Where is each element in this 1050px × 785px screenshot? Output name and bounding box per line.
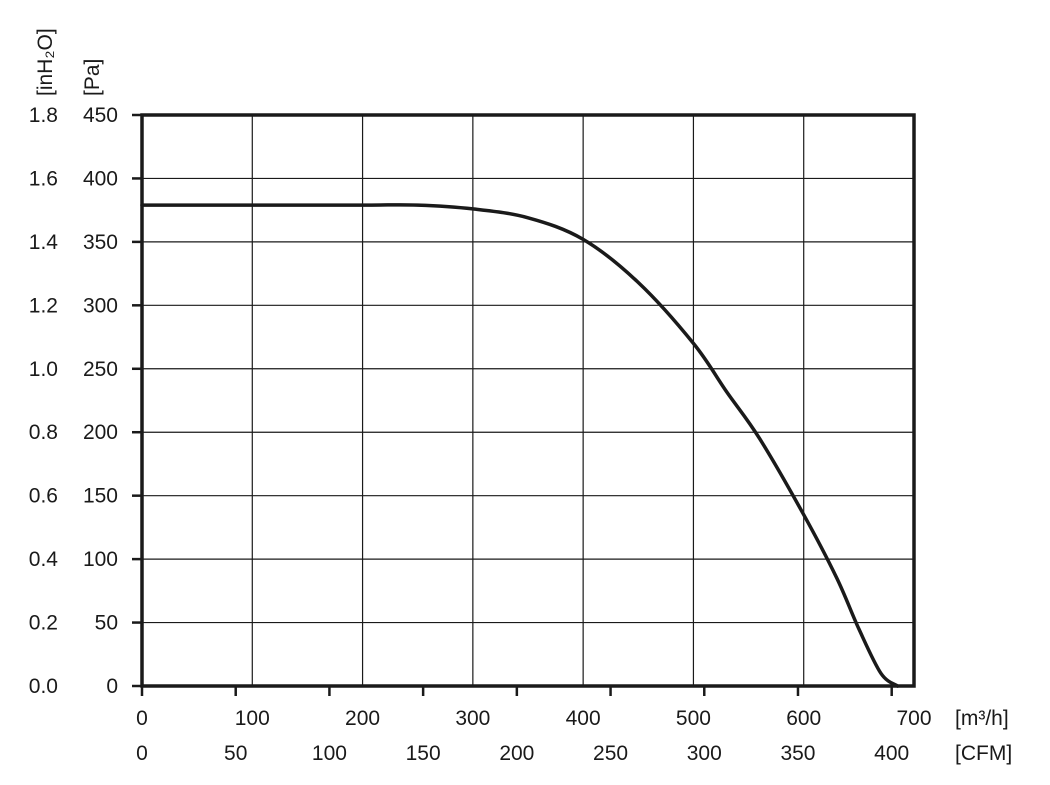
y-tick-label-pa: 300 [83,294,118,317]
x-tick-label-cfm: 400 [874,742,909,765]
y-tick-label-pa: 100 [83,548,118,571]
y-unit-pa: [Pa] [81,59,104,96]
x-tick-label-m3h: 700 [896,707,931,730]
y-tick-label-inh2o: 1.8 [29,104,58,127]
y-tick-label-pa: 250 [83,358,118,381]
x-tick-label-m3h: 500 [676,707,711,730]
y-tick-label-inh2o: 1.0 [29,358,58,381]
x-tick-label-m3h: 400 [566,707,601,730]
x-tick-label-cfm: 0 [136,742,148,765]
x-tick-label-cfm: 350 [780,742,815,765]
y-tick-label-inh2o: 0.0 [29,675,58,698]
y-tick-label-pa: 400 [83,167,118,190]
y-tick-label-inh2o: 0.8 [29,421,58,444]
x-tick-label-cfm: 50 [224,742,247,765]
y-tick-label-pa: 450 [83,104,118,127]
x-tick-label-m3h: 300 [455,707,490,730]
y-unit-inh2o: [inH₂O] [34,28,57,96]
y-tick-label-inh2o: 1.2 [29,294,58,317]
x-unit-m3h: [m³/h] [955,707,1009,730]
x-tick-label-cfm: 100 [312,742,347,765]
y-tick-label-pa: 200 [83,421,118,444]
y-tick-label-inh2o: 0.4 [29,548,59,571]
x-tick-label-m3h: 100 [235,707,270,730]
y-tick-label-inh2o: 1.4 [29,231,59,254]
grid-lines [142,115,914,686]
x-tick-label-m3h: 0 [136,707,148,730]
x-tick-label-cfm: 250 [593,742,628,765]
x-tick-label-m3h: 600 [786,707,821,730]
y-tick-label-pa: 150 [83,485,118,508]
x-unit-cfm: [CFM] [955,742,1012,765]
y-tick-label-inh2o: 0.2 [29,612,58,635]
x-tick-label-cfm: 150 [406,742,441,765]
x-tick-label-cfm: 300 [687,742,722,765]
tick-labels: 0 100 200 300 400 500 600 700050100150200250300… [29,104,932,765]
x-tick-label-cfm: 200 [499,742,534,765]
x-tick-label-m3h: 200 [345,707,380,730]
axis-ticks [132,113,893,696]
performance-curve [140,203,900,688]
y-tick-label-inh2o: 1.6 [29,167,58,190]
y-tick-label-pa: 350 [83,231,118,254]
y-tick-label-pa: 0 [106,675,118,698]
plot-frame [140,113,916,688]
y-tick-label-pa: 50 [95,612,118,635]
y-tick-label-inh2o: 0.6 [29,485,58,508]
